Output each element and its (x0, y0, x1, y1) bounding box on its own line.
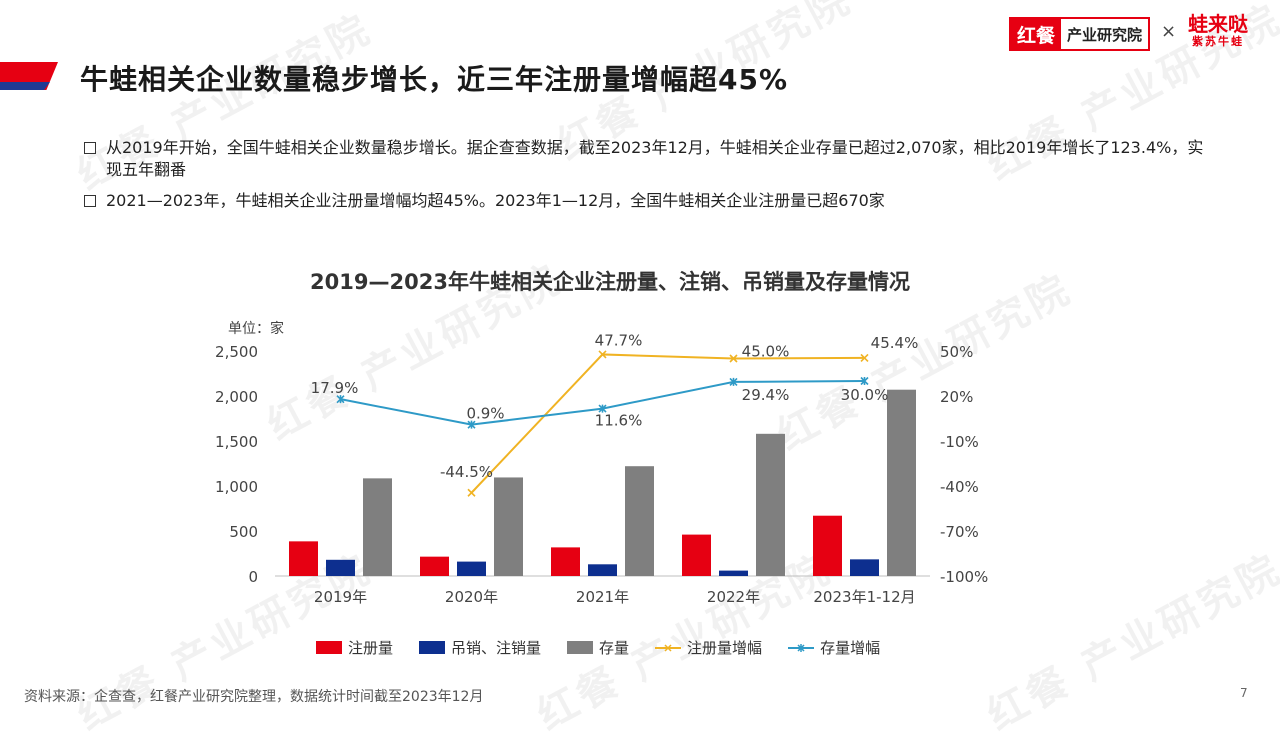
bar-cancellations (588, 564, 617, 576)
bullet-point: 从2019年开始，全国牛蛙相关企业数量稳步增长。据企查查数据，截至2023年12… (84, 137, 1216, 181)
data-label: 0.9% (466, 405, 504, 423)
line-point-marker (467, 488, 476, 497)
legend-label: 存量 (599, 639, 630, 657)
legend-line-swatch (655, 643, 682, 652)
bar-stock (756, 433, 785, 576)
logo-institute-text: 产业研究院 (1067, 25, 1143, 44)
y-left-tick-label: 2,500 (215, 343, 258, 361)
y-left-tick-label: 1,500 (215, 433, 258, 451)
bullet-square-icon (84, 142, 96, 154)
data-label: 45.4% (871, 334, 919, 352)
bar-cancellations (719, 570, 748, 576)
data-label: 29.4% (742, 386, 790, 404)
chart-title: 2019—2023年牛蛙相关企业注册量、注销、吊销量及存量情况 (310, 270, 910, 294)
y-right-tick-label: -100% (940, 568, 988, 586)
bullet-text: 2021—2023年，牛蛙相关企业注册量增幅均超45%。2023年1—12月，全… (106, 191, 885, 210)
data-label: -44.5% (440, 463, 493, 481)
legend-label: 存量增幅 (820, 639, 881, 657)
line-point-marker (860, 376, 869, 386)
legend-item: 存量增幅 (788, 637, 880, 658)
data-label: 30.0% (841, 386, 889, 404)
legend-label: 注册量 (348, 639, 394, 657)
hongcan-logo: 红餐 产业研究院 (1009, 17, 1151, 51)
data-label: 47.7% (595, 331, 643, 349)
legend-item: 注册量增幅 (655, 637, 762, 658)
x-tick-label: 2022年 (707, 588, 760, 606)
x-tick-label: 2020年 (445, 588, 498, 606)
logo-separator: × (1161, 21, 1177, 42)
bar-registrations (289, 541, 318, 576)
source-note: 资料来源：企查查，红餐产业研究院整理，数据统计时间截至2023年12月 (24, 689, 484, 705)
line-point-marker (598, 350, 607, 359)
line-registration-growth (470, 353, 865, 494)
legend-swatch (567, 641, 594, 654)
bullet-square-icon (84, 195, 96, 207)
legend-item: 吊销、注销量 (419, 637, 541, 658)
bar-registrations (551, 547, 580, 576)
walaida-logo-main: 蛙来哒 (1188, 12, 1248, 36)
walaida-logo-sub: 紫苏牛蛙 (1192, 35, 1244, 48)
data-label: 11.6% (595, 412, 643, 430)
unit-label: 单位：家 (228, 321, 284, 337)
bar-stock (625, 466, 654, 576)
page-title: 牛蛙相关企业数量稳步增长，近三年注册量增幅超45% (80, 63, 789, 96)
legend-label: 注册量增幅 (687, 639, 763, 657)
bar-stock (494, 477, 523, 576)
legend-swatch (419, 641, 446, 654)
y-right-tick-label: -40% (940, 478, 979, 496)
line-point-marker (467, 420, 476, 429)
bullet-text: 从2019年开始，全国牛蛙相关企业数量稳步增长。据企查查数据，截至2023年12… (106, 138, 1204, 179)
y-right-tick-label: 50% (940, 343, 973, 361)
data-label: 45.0% (742, 343, 790, 361)
y-left-tick-label: 2,000 (215, 388, 258, 406)
y-right-tick-label: -10% (940, 433, 979, 451)
bullet-point: 2021—2023年，牛蛙相关企业注册量增幅均超45%。2023年1—12月，全… (84, 190, 1216, 212)
legend-label: 吊销、注销量 (451, 639, 542, 657)
bar-registrations (813, 515, 842, 576)
y-right-tick-label: 20% (940, 388, 973, 406)
chart-canvas: 0 500 1,000 1,500 2,000 2,500 -100% -70% -40% -10… (215, 331, 988, 606)
legend-swatch (316, 641, 342, 654)
bar-cancellations (326, 559, 355, 576)
y-left-tick-label: 0 (248, 568, 258, 586)
chart-legend: 注册量 吊销、注销量 存量 注册量增幅 存量增幅 (316, 637, 906, 658)
bar-stock (363, 478, 392, 576)
bar-registrations (420, 556, 449, 576)
y-right-tick-label: -70% (940, 523, 979, 541)
legend-item: 注册量 (316, 637, 393, 658)
x-tick-label: 2021年 (576, 588, 629, 606)
walaida-logo: 蛙来哒 紫苏牛蛙 (1188, 13, 1248, 48)
legend-line-swatch (788, 643, 815, 652)
line-point-marker (336, 395, 345, 404)
bar-cancellations (457, 561, 486, 576)
line-point-marker (729, 377, 738, 386)
legend-item: 存量 (567, 637, 629, 658)
bar-cancellations (850, 559, 879, 576)
page-number: 7 (1240, 686, 1248, 700)
y-left-tick-label: 1,000 (215, 478, 258, 496)
x-tick-label: 2019年 (314, 588, 367, 606)
y-left-tick-label: 500 (229, 523, 258, 541)
bar-stock (887, 389, 916, 576)
line-point-marker (860, 353, 869, 362)
line-point-marker (598, 404, 607, 413)
data-label: 17.9% (311, 379, 359, 397)
bar-registrations (682, 534, 711, 576)
logo-red-text: 红餐 (1011, 19, 1062, 49)
x-tick-label: 2023年1-12月 (813, 588, 915, 606)
title-accent-blue (0, 82, 50, 90)
line-point-marker (729, 354, 738, 363)
